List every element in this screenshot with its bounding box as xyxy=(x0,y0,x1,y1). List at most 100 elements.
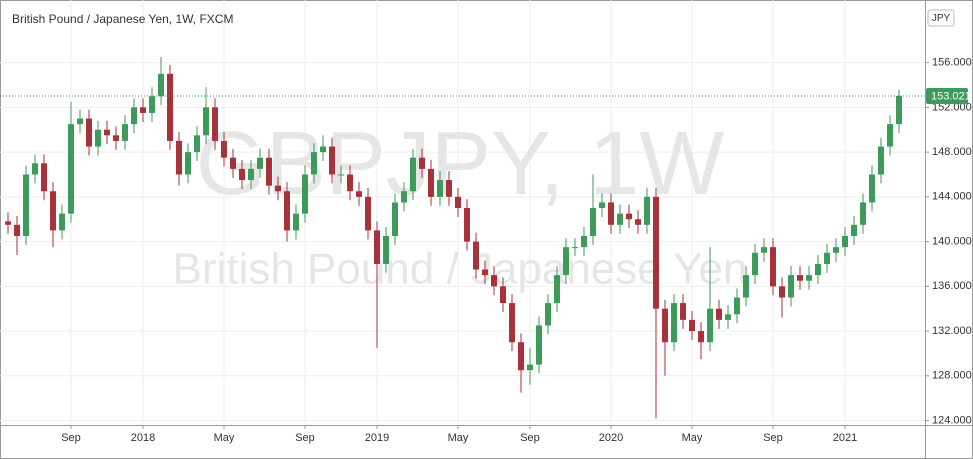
candle-body xyxy=(266,157,272,186)
candle-body xyxy=(23,174,29,236)
candle-body xyxy=(347,174,353,192)
candle-body xyxy=(554,275,560,304)
candle-body xyxy=(653,196,659,309)
y-tick-label: 140.000 xyxy=(932,235,972,247)
candle-body xyxy=(761,247,767,253)
candle-body xyxy=(752,252,758,276)
candle-body xyxy=(482,269,488,276)
x-tick-label: 2019 xyxy=(365,432,389,444)
candle-body xyxy=(140,107,146,113)
candle-body xyxy=(77,118,83,125)
candle-body xyxy=(374,230,380,264)
candle-body xyxy=(59,213,65,231)
x-tick-label: May xyxy=(682,432,703,444)
candle-body xyxy=(437,180,443,197)
y-tick-label: 132.000 xyxy=(932,325,972,337)
candle-body xyxy=(779,286,785,298)
candle-body xyxy=(329,146,335,175)
candle-body xyxy=(581,235,587,248)
candle-body xyxy=(599,202,605,209)
candle-body xyxy=(590,208,596,236)
candle-body xyxy=(608,202,614,225)
candle-body xyxy=(239,168,245,181)
candle-body xyxy=(689,319,695,332)
candle-body xyxy=(617,213,623,225)
candle-body xyxy=(275,185,281,192)
x-tick-label: Sep xyxy=(520,432,540,444)
candle-body xyxy=(563,247,569,276)
candle-body xyxy=(725,314,731,320)
candle-body xyxy=(815,263,821,276)
candle-body xyxy=(797,275,803,281)
candle-body xyxy=(176,140,182,175)
candle-body xyxy=(869,174,875,203)
candle-body xyxy=(248,168,254,181)
candle-body xyxy=(464,208,470,242)
candle-body xyxy=(149,96,155,113)
candle-body xyxy=(644,196,650,225)
candle-body xyxy=(212,107,218,141)
candle-body xyxy=(896,95,902,125)
chart-title: British Pound / Japanese Yen, 1W, FXCM xyxy=(12,12,233,26)
candle-body xyxy=(86,118,92,147)
y-tick-label: 152.000 xyxy=(932,101,972,113)
candle-body xyxy=(203,107,209,136)
candle-body xyxy=(509,303,515,343)
candle-body xyxy=(293,213,299,231)
candle-body xyxy=(338,174,344,176)
candle-body xyxy=(491,275,497,287)
candle-body xyxy=(842,235,848,248)
candle-body xyxy=(680,303,686,320)
candle-body xyxy=(518,342,524,371)
candle-body xyxy=(122,124,128,141)
candle-body xyxy=(158,73,164,97)
x-tick-label: Sep xyxy=(763,432,783,444)
candle-body xyxy=(221,140,227,158)
y-tick-label: 148.000 xyxy=(932,146,972,158)
candle-body xyxy=(500,286,506,304)
candle-body xyxy=(734,297,740,315)
x-tick-label: May xyxy=(448,432,469,444)
x-tick-label: 2021 xyxy=(833,432,857,444)
candle-body xyxy=(545,303,551,326)
candle-body xyxy=(5,221,11,225)
candle-body xyxy=(743,275,749,298)
x-tick-label: May xyxy=(214,432,235,444)
candle-body xyxy=(365,196,371,231)
y-tick-label: 144.000 xyxy=(932,191,972,203)
y-tick-label: 136.000 xyxy=(932,280,972,292)
x-tick-label: Sep xyxy=(61,432,81,444)
candle-body xyxy=(257,157,263,169)
candle-body xyxy=(527,364,533,371)
candle-body xyxy=(392,202,398,236)
candle-body xyxy=(68,124,74,214)
currency-label[interactable]: JPY xyxy=(932,13,951,24)
candle-body xyxy=(536,325,542,365)
x-tick-label: 2020 xyxy=(599,432,623,444)
candle-body xyxy=(626,213,632,220)
currency-button[interactable] xyxy=(927,9,955,27)
candle-body xyxy=(707,308,713,343)
candle-body xyxy=(851,224,857,236)
candle-body xyxy=(887,124,893,147)
candle-body xyxy=(320,146,326,153)
candle-body xyxy=(167,73,173,141)
candle-body xyxy=(446,180,452,197)
candle-body xyxy=(473,241,479,270)
candle-body xyxy=(131,107,137,125)
candle-body xyxy=(833,247,839,253)
y-tick-label: 128.000 xyxy=(932,370,972,382)
candle-body xyxy=(113,135,119,141)
candle-body xyxy=(878,146,884,175)
candle-body xyxy=(716,308,722,320)
candle-body xyxy=(302,174,308,214)
candle-body xyxy=(770,247,776,287)
candle-body xyxy=(284,191,290,231)
candle-body xyxy=(383,235,389,264)
last-price-label: 153.021 xyxy=(931,90,971,102)
candle-body xyxy=(41,163,47,192)
y-tick-label: 124.000 xyxy=(932,414,972,426)
candle-body xyxy=(311,152,317,175)
candle-body xyxy=(194,135,200,153)
